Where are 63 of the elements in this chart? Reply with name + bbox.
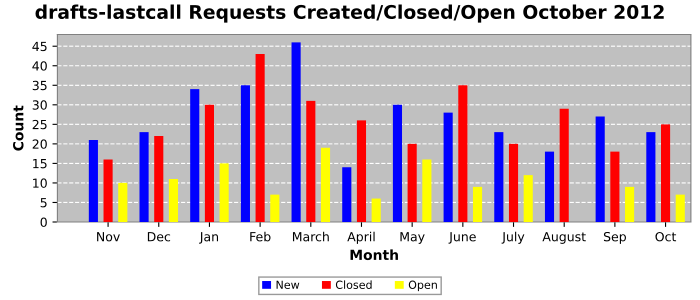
x-tick-label: August (542, 232, 586, 244)
x-tick-label: Nov (97, 232, 120, 242)
bar (154, 136, 164, 222)
bar (256, 54, 265, 222)
x-tick-label: July (502, 232, 524, 244)
y-tick-label: 40 (32, 61, 47, 71)
y-tick-label: 15 (33, 159, 47, 168)
y-tick-label: 5 (40, 198, 47, 208)
bar (458, 85, 468, 222)
legend-label: New (276, 280, 300, 289)
bar (494, 132, 504, 222)
bar (118, 182, 128, 222)
bar (240, 85, 250, 222)
bar (524, 175, 533, 222)
bar (270, 194, 280, 222)
bar (422, 160, 432, 222)
legend-label: Closed (336, 280, 372, 289)
bar (676, 194, 685, 222)
y-tick-label: 10 (33, 178, 47, 188)
bar (220, 163, 229, 222)
bar (356, 120, 366, 222)
x-tick-label: May (400, 232, 425, 244)
y-tick-label: 20 (32, 139, 47, 149)
bar (392, 104, 402, 222)
bar (204, 104, 214, 222)
bar (190, 89, 200, 222)
bar (306, 100, 316, 222)
x-tick-label: Dec (148, 232, 170, 242)
x-tick-label: Feb (250, 232, 270, 242)
bar (625, 186, 634, 222)
bar (408, 144, 417, 222)
x-tick-label: June (448, 232, 476, 244)
y-tick-label: 25 (32, 120, 47, 130)
bar (596, 116, 605, 222)
bar (372, 198, 381, 222)
bar (320, 148, 330, 222)
chart-title: drafts-lastcall Requests Created/Closed/Open October 2012 (36, 4, 664, 23)
y-axis-title: Count (13, 105, 24, 151)
y-tick-label: 45 (32, 42, 47, 52)
y-tick-label: 30 (32, 100, 47, 110)
x-axis-title: Month (350, 249, 398, 260)
bar (472, 186, 482, 222)
bar (560, 108, 569, 222)
bar (661, 124, 670, 222)
bar (610, 152, 620, 222)
bar (508, 144, 518, 222)
y-tick-label: 0 (40, 217, 47, 227)
bar (140, 132, 149, 222)
bar (88, 140, 98, 222)
legend-label: Open (408, 280, 437, 292)
bar (168, 179, 178, 222)
bar (292, 42, 301, 222)
x-tick-label: March (292, 232, 329, 242)
x-tick-label: Sep (604, 232, 626, 244)
y-tick-label: 35 (32, 80, 47, 90)
x-tick-label: April (347, 232, 375, 244)
bar (646, 132, 656, 222)
bar (544, 152, 554, 222)
bar (342, 167, 352, 222)
x-tick-label: Jan (199, 232, 218, 244)
bar (444, 112, 453, 222)
bar (104, 160, 113, 222)
x-tick-label: Oct (655, 232, 676, 242)
